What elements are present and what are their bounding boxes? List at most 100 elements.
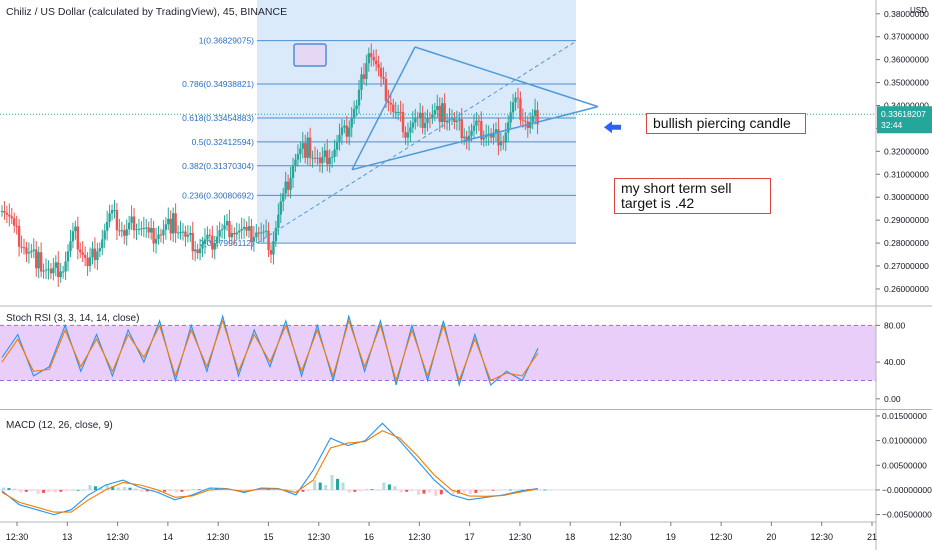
candle-body bbox=[374, 60, 378, 65]
candle-body bbox=[370, 53, 373, 57]
candle-body bbox=[350, 118, 353, 128]
candle-body bbox=[382, 77, 385, 79]
price-unit-label: USD bbox=[910, 6, 927, 15]
candle-body bbox=[282, 193, 285, 202]
candle-body bbox=[462, 136, 466, 139]
macd-histogram-bar bbox=[36, 489, 40, 494]
candle-body bbox=[421, 112, 424, 128]
macd-histogram-bar bbox=[353, 489, 357, 492]
candle-body bbox=[8, 214, 11, 217]
candle-body bbox=[115, 210, 119, 231]
candle-body bbox=[475, 120, 478, 126]
macd-histogram-bar bbox=[462, 489, 466, 493]
macd-panel bbox=[0, 422, 876, 516]
candle-body bbox=[399, 111, 402, 113]
candle-body bbox=[533, 110, 537, 117]
time-tick-label: 19 bbox=[666, 532, 676, 542]
candle-body bbox=[335, 142, 339, 150]
macd-histogram-bar bbox=[382, 482, 386, 490]
macd-histogram-bar bbox=[42, 489, 46, 493]
macd-title: MACD (12, 26, close, 9) bbox=[6, 420, 113, 431]
macd-histogram-bar bbox=[491, 489, 495, 491]
macd-histogram-bar bbox=[209, 487, 213, 490]
candle-body bbox=[394, 111, 397, 113]
time-tick-label: 12:30 bbox=[207, 532, 230, 542]
macd-histogram-bar bbox=[255, 489, 259, 491]
candle-body bbox=[250, 226, 253, 242]
note-bullish-piercing: bullish piercing candle bbox=[646, 113, 806, 134]
macd-histogram-bar bbox=[30, 489, 34, 492]
candle-body bbox=[467, 135, 471, 141]
candle-body bbox=[76, 226, 80, 250]
candle-body bbox=[448, 119, 451, 121]
candle-body bbox=[196, 249, 199, 254]
candle-body bbox=[340, 127, 344, 135]
candle-body bbox=[52, 267, 55, 274]
candle-body bbox=[176, 232, 180, 234]
macd-histogram-bar bbox=[520, 488, 524, 490]
last-price-tag bbox=[877, 106, 932, 134]
candle-body bbox=[301, 143, 304, 149]
candle-body bbox=[47, 268, 50, 270]
candle-body bbox=[164, 224, 168, 230]
candle-body bbox=[69, 241, 72, 252]
candle-body bbox=[345, 125, 349, 137]
macd-series-macd bbox=[1, 422, 539, 516]
rsi-tick-label: 80.00 bbox=[884, 320, 906, 330]
candle-body bbox=[66, 251, 70, 262]
macd-histogram-bar bbox=[474, 489, 478, 493]
candle-body bbox=[238, 230, 241, 233]
candle-body bbox=[120, 230, 124, 232]
candle-body bbox=[404, 132, 407, 138]
candle-body bbox=[470, 130, 473, 136]
macd-histogram-bar bbox=[226, 489, 230, 491]
candle-body bbox=[125, 229, 128, 236]
candle-body bbox=[154, 238, 158, 244]
candle-body bbox=[330, 156, 334, 158]
candle-body bbox=[49, 268, 53, 274]
candle-body bbox=[130, 216, 133, 223]
candle-body bbox=[396, 111, 400, 113]
macd-histogram-bar bbox=[330, 475, 334, 490]
rsi-tick-label: 40.00 bbox=[884, 357, 906, 367]
candle-body bbox=[277, 214, 280, 228]
candle-body bbox=[492, 133, 495, 138]
macd-histogram-bar bbox=[508, 489, 512, 491]
candle-body bbox=[355, 105, 358, 110]
candle-body bbox=[502, 141, 505, 143]
candle-body bbox=[272, 241, 275, 255]
macd-histogram-bar bbox=[76, 489, 80, 491]
candle-body bbox=[22, 247, 26, 249]
macd-tick-label: 0.01000000 bbox=[882, 436, 927, 446]
candle-body bbox=[480, 121, 483, 140]
macd-histogram-bar bbox=[318, 482, 322, 490]
time-tick-label: 12:30 bbox=[106, 532, 129, 542]
candle-body bbox=[186, 234, 190, 237]
candle-body bbox=[61, 271, 65, 273]
macd-histogram-bar bbox=[59, 489, 63, 492]
candle-body bbox=[511, 102, 515, 113]
candle-body bbox=[81, 252, 84, 256]
candle-body bbox=[428, 117, 432, 119]
price-tick-label: 0.30000000 bbox=[884, 192, 929, 202]
candle-body bbox=[497, 129, 500, 146]
candle-body bbox=[181, 231, 185, 233]
macd-histogram-bar bbox=[157, 489, 161, 493]
macd-histogram-bar bbox=[410, 489, 414, 492]
macd-histogram-bar bbox=[185, 489, 189, 492]
candle-body bbox=[509, 112, 512, 123]
fib-label: 0(0.27996112) bbox=[199, 238, 254, 248]
time-tick-label: 21 bbox=[867, 532, 877, 542]
candle-body bbox=[17, 226, 21, 247]
candle-body bbox=[482, 137, 485, 140]
macd-histogram-bar bbox=[341, 482, 345, 490]
candle-body bbox=[157, 234, 160, 239]
candle-body bbox=[379, 67, 383, 78]
candle-body bbox=[406, 132, 410, 138]
candle-body bbox=[516, 97, 520, 99]
candle-body bbox=[132, 216, 136, 231]
rsi-band bbox=[0, 325, 876, 381]
macd-histogram-bar bbox=[313, 480, 317, 490]
candle-body bbox=[179, 232, 182, 234]
time-tick-label: 12:30 bbox=[307, 532, 330, 542]
